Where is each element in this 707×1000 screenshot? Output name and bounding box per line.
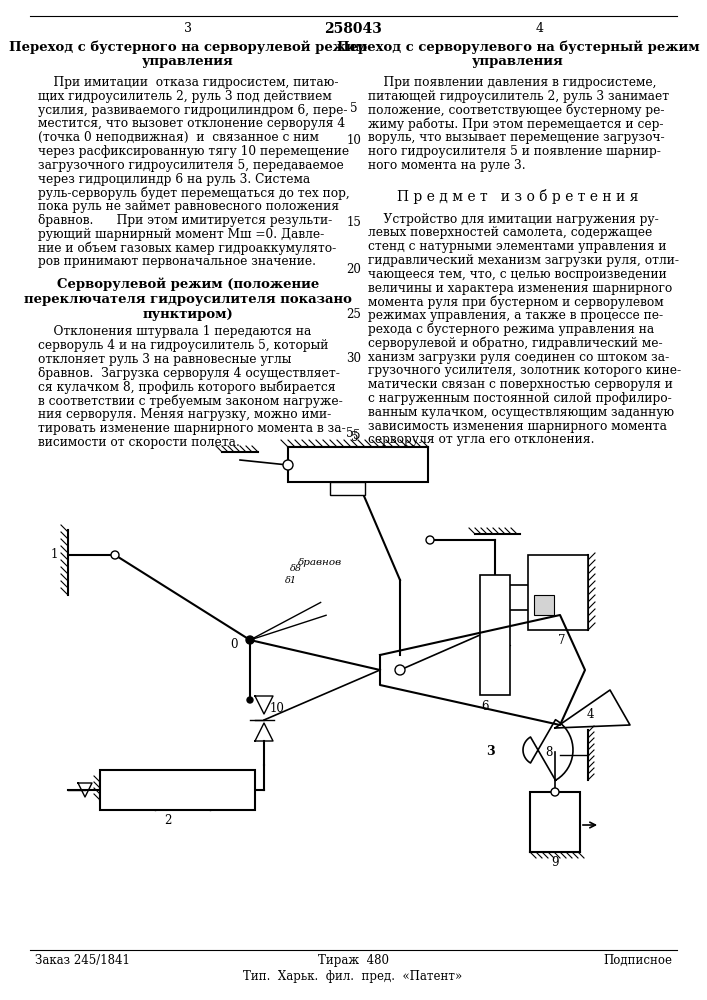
Text: матически связан с поверхностью серворуля и: матически связан с поверхностью серворул… xyxy=(368,378,673,391)
Text: ного гидроусилителя 5 и появление шарнир-: ного гидроусилителя 5 и появление шарнир… xyxy=(368,145,661,158)
Text: ся кулачком 8, профиль которого выбирается: ся кулачком 8, профиль которого выбирает… xyxy=(38,380,336,394)
Bar xyxy=(288,447,428,482)
Text: 258043: 258043 xyxy=(324,22,382,36)
Circle shape xyxy=(283,460,293,470)
Text: Переход с серворулевого на бустерный режим
управления: Переход с серворулевого на бустерный реж… xyxy=(337,40,699,68)
Text: с нагруженным постоянной силой профилиро-: с нагруженным постоянной силой профилиро… xyxy=(368,392,672,405)
Text: ханизм загрузки руля соединен со штоком за-: ханизм загрузки руля соединен со штоком … xyxy=(368,351,670,364)
Text: 8: 8 xyxy=(545,746,552,758)
Text: ние и объем газовых камер гидроаккумулято-: ние и объем газовых камер гидроаккумулят… xyxy=(38,242,337,255)
Circle shape xyxy=(111,551,119,559)
Text: через гидроцилиндр 6 на руль 3. Система: через гидроцилиндр 6 на руль 3. Система xyxy=(38,173,310,186)
Text: 10: 10 xyxy=(270,702,285,715)
Text: момента руля при бустерном и серворулевом: момента руля при бустерном и серворулево… xyxy=(368,295,664,309)
Text: отклоняет руль 3 на равновесные углы: отклоняет руль 3 на равновесные углы xyxy=(38,353,291,366)
Text: (точка 0 неподвижная)  и  связанное с ним: (точка 0 неподвижная) и связанное с ним xyxy=(38,131,319,144)
Text: висимости от скорости полета.: висимости от скорости полета. xyxy=(38,436,240,449)
Text: 20: 20 xyxy=(346,263,361,276)
Text: 5: 5 xyxy=(351,431,358,444)
Circle shape xyxy=(395,665,405,675)
Text: 4: 4 xyxy=(536,22,544,35)
Text: рехода с бустерного режима управления на: рехода с бустерного режима управления на xyxy=(368,323,654,336)
Text: через расфиксированную тягу 10 перемещение: через расфиксированную тягу 10 перемещен… xyxy=(38,145,349,158)
Bar xyxy=(480,575,510,695)
Bar xyxy=(100,770,255,810)
Text: П р е д м е т   и з о б р е т е н и я: П р е д м е т и з о б р е т е н и я xyxy=(397,189,638,204)
Text: δравнов: δравнов xyxy=(298,558,342,567)
Text: величины и характера изменения шарнирного: величины и характера изменения шарнирног… xyxy=(368,282,672,295)
Bar xyxy=(330,482,365,495)
Bar xyxy=(534,595,554,615)
Text: питающей гидроусилитель 2, руль 3 занимает: питающей гидроусилитель 2, руль 3 занима… xyxy=(368,90,669,103)
Circle shape xyxy=(551,788,559,796)
Text: местится, что вызовет отклонение серворуля 4: местится, что вызовет отклонение сервору… xyxy=(38,117,345,130)
Text: 6: 6 xyxy=(481,700,489,713)
Text: 7: 7 xyxy=(558,634,566,647)
Text: серворулевой и обратно, гидравлический ме-: серворулевой и обратно, гидравлический м… xyxy=(368,337,662,350)
Text: зависимость изменения шарнирного момента: зависимость изменения шарнирного момента xyxy=(368,420,667,433)
Text: тировать изменение шарнирного момента в за-: тировать изменение шарнирного момента в … xyxy=(38,422,346,435)
Circle shape xyxy=(246,636,254,644)
Text: 3: 3 xyxy=(184,22,192,35)
Bar xyxy=(530,792,580,852)
Text: 5: 5 xyxy=(354,429,361,442)
Text: δравнов.      При этом имитируется результи-: δравнов. При этом имитируется результи- xyxy=(38,214,332,227)
Text: воруль, что вызывает перемещение загрузоч-: воруль, что вызывает перемещение загрузо… xyxy=(368,131,665,144)
Text: загрузочного гидроусилителя 5, передаваемое: загрузочного гидроусилителя 5, передавае… xyxy=(38,159,344,172)
Text: 10: 10 xyxy=(346,134,361,147)
Text: рующий шарнирный момент Mш =0. Давле-: рующий шарнирный момент Mш =0. Давле- xyxy=(38,228,325,241)
Text: грузочного усилителя, золотник которого кине-: грузочного усилителя, золотник которого … xyxy=(368,364,681,377)
Circle shape xyxy=(247,697,253,703)
Text: Заказ 245/1841: Заказ 245/1841 xyxy=(35,954,130,967)
Text: δравнов.  Загрузка серворуля 4 осуществляет-: δравнов. Загрузка серворуля 4 осуществля… xyxy=(38,367,340,380)
Text: δ8: δ8 xyxy=(290,564,302,573)
Text: 2: 2 xyxy=(164,814,172,827)
Text: щих гидроусилитель 2, руль 3 под действием: щих гидроусилитель 2, руль 3 под действи… xyxy=(38,90,332,103)
Text: Серворулевой режим (положение
переключателя гидроусилителя показано
пунктиром): Серворулевой режим (положение переключат… xyxy=(24,277,352,321)
Text: стенд с натурными элементами управления и: стенд с натурными элементами управления … xyxy=(368,240,667,253)
Text: Устройство для имитации нагружения ру-: Устройство для имитации нагружения ру- xyxy=(368,213,659,226)
Text: 9: 9 xyxy=(551,856,559,869)
Text: 3: 3 xyxy=(486,745,494,758)
Text: в соответствии с требуемым законом нагруже-: в соответствии с требуемым законом нагру… xyxy=(38,394,343,408)
Text: ванным кулачком, осуществляющим заданную: ванным кулачком, осуществляющим заданную xyxy=(368,406,674,419)
Text: гидравлический механизм загрузки руля, отли-: гидравлический механизм загрузки руля, о… xyxy=(368,254,679,267)
Text: пока руль не займет равновесного положения: пока руль не займет равновесного положен… xyxy=(38,200,339,213)
Text: режимах управления, а также в процессе пе-: режимах управления, а также в процессе п… xyxy=(368,309,663,322)
Text: чающееся тем, что, с целью воспроизведении: чающееся тем, что, с целью воспроизведен… xyxy=(368,268,667,281)
Text: руль-серворуль будет перемещаться до тех пор,: руль-серворуль будет перемещаться до тех… xyxy=(38,186,350,200)
Text: Подписное: Подписное xyxy=(603,954,672,967)
Text: серворуля от угла его отклонения.: серворуля от угла его отклонения. xyxy=(368,433,595,446)
Text: 1: 1 xyxy=(51,548,58,562)
Text: δ1: δ1 xyxy=(285,576,297,585)
Text: Тип.  Харьк.  фил.  пред.  «Патент»: Тип. Харьк. фил. пред. «Патент» xyxy=(243,970,462,983)
Text: 15: 15 xyxy=(346,216,361,229)
Text: 4: 4 xyxy=(586,708,594,722)
Text: ного момента на руле 3.: ного момента на руле 3. xyxy=(368,159,525,172)
Text: 5: 5 xyxy=(350,102,358,115)
Text: Тираж  480: Тираж 480 xyxy=(317,954,389,967)
Text: усилия, развиваемого гидроцилиндром 6, пере-: усилия, развиваемого гидроцилиндром 6, п… xyxy=(38,104,348,117)
Text: При появлении давления в гидросистеме,: При появлении давления в гидросистеме, xyxy=(368,76,657,89)
Text: При имитации  отказа гидросистем, питаю-: При имитации отказа гидросистем, питаю- xyxy=(38,76,339,89)
Text: 30: 30 xyxy=(346,352,361,365)
Text: левых поверхностей самолета, содержащее: левых поверхностей самолета, содержащее xyxy=(368,226,653,239)
Text: серворуль 4 и на гидроусилитель 5, который: серворуль 4 и на гидроусилитель 5, котор… xyxy=(38,339,328,352)
Text: 0: 0 xyxy=(230,639,238,652)
Text: жиму работы. При этом перемещается и сер-: жиму работы. При этом перемещается и сер… xyxy=(368,117,663,131)
Bar xyxy=(528,555,588,630)
Text: Отклонения штурвала 1 передаются на: Отклонения штурвала 1 передаются на xyxy=(38,325,311,338)
Text: ров принимают первоначальное значение.: ров принимают первоначальное значение. xyxy=(38,255,316,268)
Circle shape xyxy=(426,536,434,544)
Text: Переход с бустерного на серворулевой режим
управления: Переход с бустерного на серворулевой реж… xyxy=(9,40,367,68)
Text: 5: 5 xyxy=(346,427,354,440)
Text: положение, соответствующее бустерному ре-: положение, соответствующее бустерному ре… xyxy=(368,104,665,117)
Text: 25: 25 xyxy=(346,308,361,321)
Text: ния серворуля. Меняя нагрузку, можно ими-: ния серворуля. Меняя нагрузку, можно ими… xyxy=(38,408,332,421)
